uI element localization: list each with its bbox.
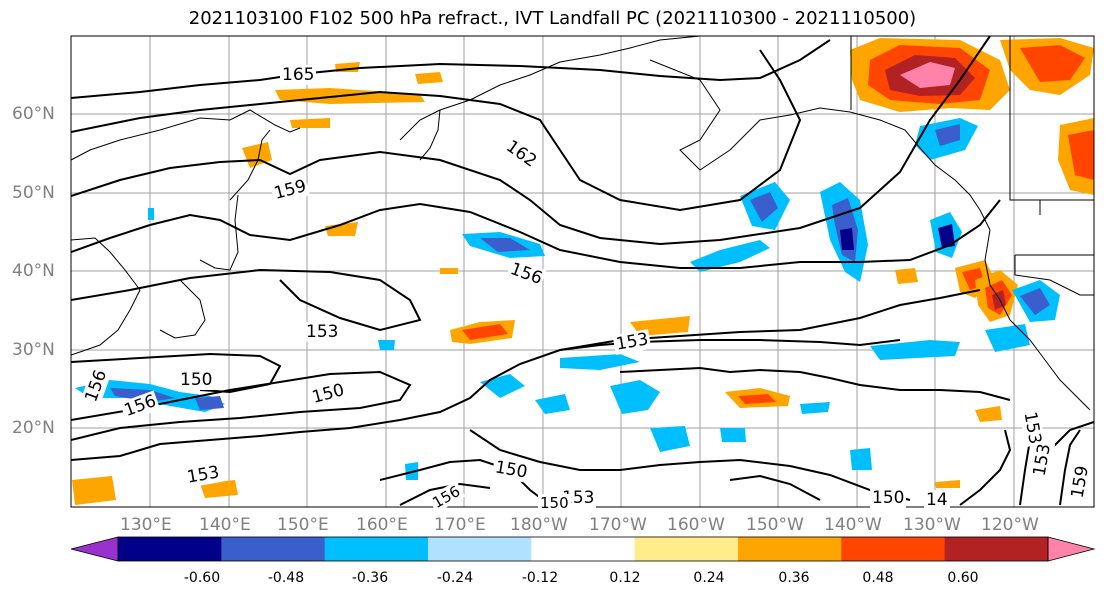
colorbar-tick-label: 0.24 — [693, 570, 725, 586]
lon-label-180w: 180°W — [510, 515, 568, 535]
colorbar-frame — [117, 536, 1049, 562]
lon-label-160e: 160°E — [356, 515, 408, 535]
lat-label-20n: 20°N — [12, 418, 55, 438]
colorbar-tick-label: 0.36 — [778, 570, 810, 586]
colorbar-tick-label: 0.12 — [609, 570, 641, 586]
lat-label-60n: 60°N — [12, 104, 55, 124]
contour-label: 150 — [178, 370, 215, 390]
positive-anomaly-fills — [72, 38, 1094, 505]
colorbar-tick-label: -0.36 — [351, 570, 389, 586]
lon-label-130w: 130°W — [903, 515, 961, 535]
colorbar-extend-min — [70, 536, 119, 562]
contour-label: 14 — [924, 490, 950, 510]
lon-label-160w: 160°W — [667, 515, 725, 535]
colorbar-segment — [221, 537, 326, 561]
colorbar-segment — [841, 537, 946, 561]
contour-lines — [71, 36, 1094, 506]
lon-label-170e: 170°E — [434, 515, 486, 535]
lon-label-150e: 150°E — [277, 515, 329, 535]
colorbar-tick-label: -0.12 — [521, 570, 559, 586]
coastlines — [71, 36, 1094, 411]
colorbar-segment — [634, 537, 739, 561]
colorbar — [70, 536, 1096, 562]
contour-label: 165 — [280, 65, 317, 85]
gridlines — [71, 36, 1094, 507]
colorbar-segment — [944, 537, 1049, 561]
lat-label-30n: 30°N — [12, 340, 55, 360]
colorbar-tick-label: -0.48 — [267, 570, 305, 586]
colorbar-segment — [118, 537, 222, 561]
colorbar-extend-max — [1047, 536, 1096, 562]
lon-label-130e: 130°E — [120, 515, 172, 535]
contour-label: 150 — [538, 494, 571, 512]
lat-label-50n: 50°N — [12, 183, 55, 203]
lon-label-120w: 120°W — [981, 515, 1039, 535]
lon-label-170w: 170°W — [589, 515, 647, 535]
colorbar-tick-label: -0.24 — [436, 570, 474, 586]
colorbar-segment — [531, 537, 636, 561]
colorbar-tick-label: 0.60 — [947, 570, 979, 586]
colorbar-tick-label: -0.60 — [183, 570, 221, 586]
lon-label-140w: 140°W — [824, 515, 882, 535]
contour-label: 150 — [870, 488, 907, 508]
map-title: 2021103100 F102 500 hPa refract., IVT La… — [188, 8, 917, 29]
colorbar-segment — [738, 537, 842, 561]
negative-anomaly-fills — [75, 118, 1060, 480]
colorbar-segment — [428, 537, 532, 561]
lat-label-40n: 40°N — [12, 261, 55, 281]
colorbar-tick-label: 0.48 — [862, 570, 894, 586]
lon-label-140e: 140°E — [199, 515, 251, 535]
contour-label: 153 — [304, 322, 341, 342]
lon-label-150w: 150°W — [746, 515, 804, 535]
colorbar-segment — [324, 537, 429, 561]
